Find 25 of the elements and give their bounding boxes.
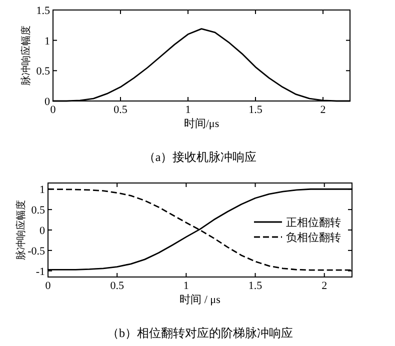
- x-tick-label: 1.5: [248, 104, 263, 116]
- x-axis-title: 时间 / μs: [180, 293, 220, 306]
- y-tick-label: 0.5: [31, 204, 46, 217]
- y-tick-label: 1: [40, 184, 45, 196]
- y-tick-label: 0.5: [36, 66, 50, 78]
- x-tick-label: 0.5: [110, 280, 124, 292]
- y-tick-label: -1: [36, 266, 45, 278]
- x-tick-label: 1.5: [248, 280, 263, 292]
- x-tick-label: 1: [185, 104, 191, 116]
- y-tick-label: 0: [40, 225, 46, 237]
- y-tick-label: 1: [44, 35, 50, 48]
- y-tick-label: 0: [44, 96, 50, 108]
- y-axis-title: 脉冲响应幅度: [15, 200, 27, 260]
- text: （a）接收机脉冲响应: [143, 150, 257, 164]
- legend-label: 正相位翻转: [286, 216, 341, 229]
- x-tick-label: 2: [322, 280, 328, 292]
- y-tick-label: -0.5: [28, 245, 46, 258]
- legend-label: 负相位翻转: [286, 231, 341, 244]
- x-tick-label: 1: [183, 280, 189, 292]
- x-tick-label: 0.5: [114, 104, 128, 116]
- y-axis-title: 脉冲响应幅度: [20, 26, 32, 86]
- y-tick-label: 1.5: [36, 5, 50, 17]
- x-axis-title: 时间/μs: [184, 117, 220, 130]
- x-tick-label: 2: [320, 104, 326, 116]
- text: （b）相位翻转对应的阶梯脉冲响应: [107, 326, 293, 340]
